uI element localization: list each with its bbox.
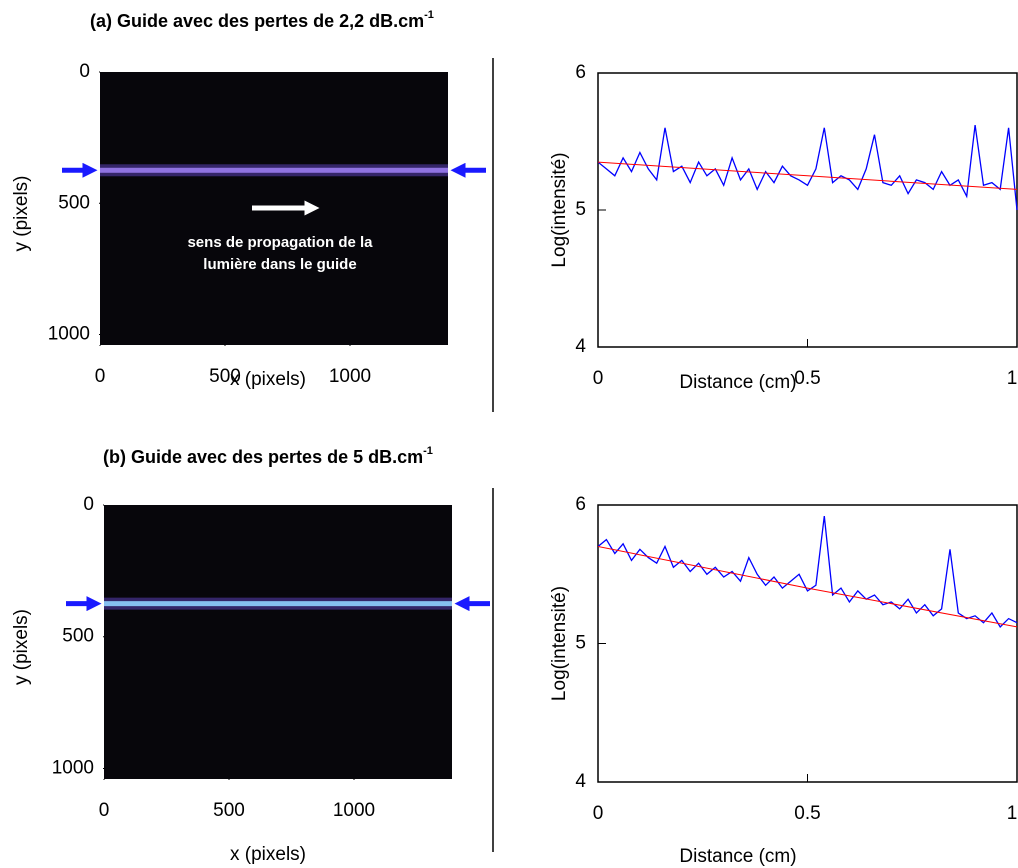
plot-frame xyxy=(597,504,1018,783)
x-tick-label: 0.5 xyxy=(794,368,820,389)
x-axis-label: Distance (cm) xyxy=(679,372,796,393)
camera-image xyxy=(104,505,452,779)
annotation: sens de propagation de la xyxy=(187,234,373,251)
y-axis-label: Log(intensité) xyxy=(549,152,570,267)
panel-title: (a) Guide avec des pertes de 2,2 dB.cm-1 xyxy=(90,9,434,31)
x-axis-label: x (pixels) xyxy=(230,844,306,865)
title-text: (a) Guide avec des pertes de 2,2 dB.cm xyxy=(90,11,424,31)
title-superscript: -1 xyxy=(424,9,434,21)
y-tick-label: 5 xyxy=(575,633,586,654)
x-tick-label: 500 xyxy=(213,800,245,821)
y-tick-label: 4 xyxy=(575,771,586,792)
x-tick-label: 0.5 xyxy=(794,803,820,824)
x-tick-label: 1000 xyxy=(329,366,371,387)
y-tick-label: 5 xyxy=(575,199,586,220)
data-line xyxy=(598,546,1018,628)
x-tick-label: 500 xyxy=(209,366,241,387)
guide-core xyxy=(104,601,452,607)
x-tick-label: 1 xyxy=(1007,368,1018,389)
x-tick-label: 1 xyxy=(1007,803,1018,824)
y-axis-label: y (pixels) xyxy=(11,175,32,251)
y-tick-label: 0 xyxy=(79,61,90,82)
y-axis-label: Log(intensité) xyxy=(549,586,570,701)
y-tick-label: 500 xyxy=(62,626,94,647)
title-text: (b) Guide avec des pertes de 5 dB.cm xyxy=(103,447,423,467)
y-tick-label: 4 xyxy=(575,336,586,357)
x-axis-label: Distance (cm) xyxy=(679,846,796,867)
y-tick-label: 500 xyxy=(58,192,90,213)
x-tick-label: 1000 xyxy=(333,800,375,821)
y-tick-label: 1000 xyxy=(48,324,90,345)
y-axis-label: y (pixels) xyxy=(11,609,32,685)
plot-frame xyxy=(597,72,1018,348)
x-tick-label: 0 xyxy=(593,803,604,824)
y-tick-label: 6 xyxy=(575,62,586,83)
x-tick-label: 0 xyxy=(99,800,110,821)
y-tick-label: 1000 xyxy=(52,757,94,778)
x-tick-label: 0 xyxy=(95,366,106,387)
panel-title: (b) Guide avec des pertes de 5 dB.cm-1 xyxy=(103,445,433,467)
data-line xyxy=(598,516,1018,628)
data-line xyxy=(598,161,1018,190)
y-tick-label: 0 xyxy=(83,494,94,515)
y-tick-label: 6 xyxy=(575,494,586,515)
guide-core xyxy=(100,167,448,173)
data-line xyxy=(598,125,1018,211)
x-axis-label: x (pixels) xyxy=(230,369,306,390)
x-tick-label: 0 xyxy=(593,368,604,389)
title-superscript: -1 xyxy=(423,445,433,457)
annotation: lumière dans le guide xyxy=(203,256,356,273)
